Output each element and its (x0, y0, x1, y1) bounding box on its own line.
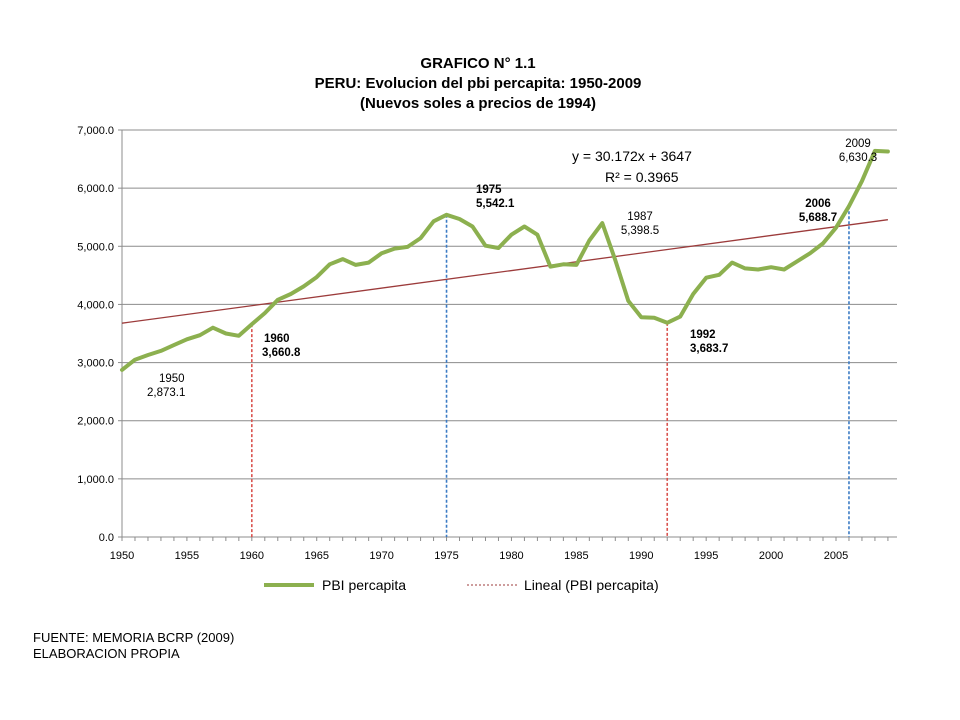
trendline-equation: y = 30.172x + 3647 (572, 148, 692, 164)
source-note: FUENTE: MEMORIA BCRP (2009) ELABORACION … (33, 630, 234, 662)
annotation-year: 1950 (159, 373, 185, 385)
chart-title: GRAFICO N° 1.1 (420, 55, 535, 72)
x-tick-label: 1995 (694, 550, 718, 562)
y-tick-label: 4,000.0 (77, 299, 114, 311)
annotation-year: 2009 (845, 138, 871, 150)
grid (122, 129, 897, 480)
x-tick-label: 1975 (434, 550, 458, 562)
y-tick-label: 7,000.0 (77, 125, 114, 137)
elaboration-line: ELABORACION PROPIA (33, 646, 180, 661)
annotation-value: 5,688.7 (799, 212, 837, 224)
chart-subtitle: PERU: Evolucion del pbi percapita: 1950-… (315, 75, 642, 92)
annotation-value: 3,660.8 (262, 347, 301, 359)
x-tick-label: 1990 (629, 550, 653, 562)
legend: PBI percapita Lineal (PBI percapita) (264, 577, 659, 593)
y-tick-label: 0.0 (99, 532, 114, 544)
source-line: FUENTE: MEMORIA BCRP (2009) (33, 630, 235, 645)
annotation-value: 2,873.1 (147, 387, 185, 399)
series-line-pbi (120, 148, 890, 372)
x-tick-label: 2000 (759, 550, 783, 562)
chart-subtitle-units: (Nuevos soles a precios de 1994) (360, 95, 596, 112)
axes: 0.0 1,000.0 2,000.0 3,000.0 4,000.0 5,000.0 6,… (77, 125, 897, 562)
x-tick-label: 1950 (110, 550, 134, 562)
annotation-year: 1987 (627, 211, 653, 223)
annotation-year: 1960 (264, 333, 290, 345)
x-tick-label: 1955 (175, 550, 199, 562)
x-tick-label: 1970 (369, 550, 393, 562)
annotation-year: 1992 (690, 329, 716, 341)
annotation-year: 2006 (805, 198, 831, 210)
trendline-r-squared: R² = 0.3965 (605, 169, 679, 185)
y-tick-label: 6,000.0 (77, 183, 114, 195)
x-tick-label: 2005 (824, 550, 848, 562)
annotation-value: 6,630.3 (839, 152, 877, 164)
legend-label-lineal: Lineal (PBI percapita) (524, 577, 659, 593)
x-tick-label: 1985 (564, 550, 588, 562)
y-tick-label: 2,000.0 (77, 416, 114, 428)
x-tick-label: 1980 (499, 550, 523, 562)
annotation-value: 5,398.5 (621, 225, 659, 237)
x-tick-label: 1960 (240, 550, 264, 562)
legend-label-pbi: PBI percapita (322, 577, 406, 593)
trendline (121, 219, 888, 324)
annotations: 1950 2,873.1 1960 3,660.8 1975 5,542.1 1987 5,3… (147, 138, 877, 399)
annotation-year: 1975 (476, 184, 502, 196)
annotation-value: 5,542.1 (476, 198, 515, 210)
y-tick-label: 5,000.0 (77, 241, 114, 253)
y-tick-label: 3,000.0 (77, 358, 114, 370)
y-tick-label: 1,000.0 (77, 474, 114, 486)
x-tick-label: 1965 (304, 550, 328, 562)
drop-lines (251, 206, 850, 537)
series (120, 148, 890, 372)
annotation-value: 3,683.7 (690, 343, 728, 355)
